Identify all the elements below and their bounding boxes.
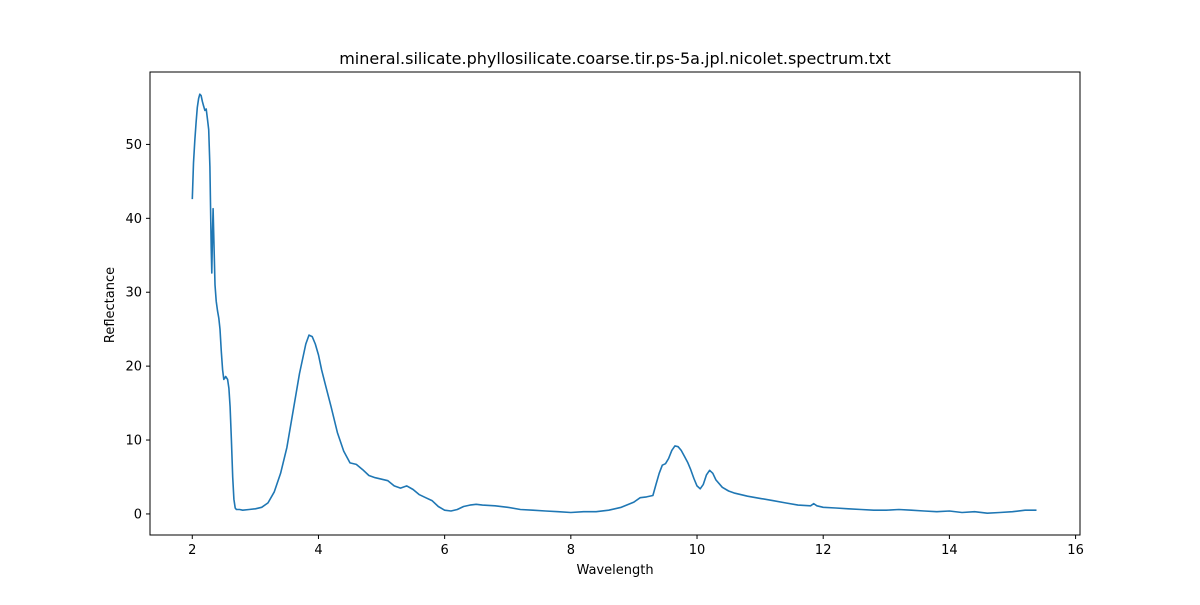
x-axis: 2 4 6 8 10 12 14 16 [188, 535, 1084, 558]
x-tick-label: 10 [689, 543, 706, 558]
y-axis: 0 10 20 30 40 50 [125, 138, 150, 522]
y-tick-label: 20 [125, 360, 142, 375]
series-line-0 [191, 93, 1037, 514]
plot-area [149, 71, 1081, 536]
x-tick-label: 12 [815, 543, 832, 558]
x-axis-label: Wavelength [576, 563, 653, 578]
y-tick-label: 0 [134, 507, 142, 522]
x-tick-label: 4 [314, 543, 322, 558]
y-tick-label: 40 [125, 212, 142, 227]
y-tick-label: 30 [125, 286, 142, 301]
x-tick-label: 6 [441, 543, 449, 558]
y-axis-label: Reflectance [103, 267, 118, 343]
x-tick-label: 14 [941, 543, 958, 558]
y-tick-label: 50 [125, 138, 142, 153]
x-tick-label: 2 [188, 543, 196, 558]
chart-title: mineral.silicate.phyllosilicate.coarse.t… [339, 49, 891, 68]
y-tick-label: 10 [125, 434, 142, 449]
x-tick-label: 16 [1067, 543, 1084, 558]
x-tick-label: 8 [567, 543, 575, 558]
axes-frame [149, 71, 1081, 536]
